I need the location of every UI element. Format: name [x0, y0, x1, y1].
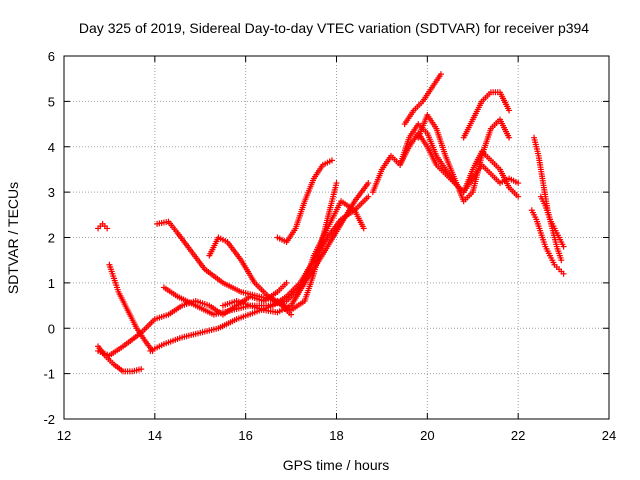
x-tick-label: 20	[420, 428, 434, 443]
data-point	[333, 180, 340, 187]
series-arc-3	[95, 343, 145, 375]
data-point	[515, 193, 522, 200]
y-tick-label: 0	[48, 321, 55, 336]
x-axis-label: GPS time / hours	[283, 457, 390, 473]
y-axis-label: SDTVAR / TECUs	[5, 182, 21, 294]
data-point	[558, 257, 565, 264]
series-arc-14	[460, 89, 513, 141]
data-point	[515, 180, 522, 187]
series-arc-10	[274, 157, 335, 246]
y-tick-label: 6	[48, 49, 55, 64]
data-point	[360, 225, 367, 232]
x-tick-label: 12	[57, 428, 71, 443]
x-tick-label: 16	[238, 428, 252, 443]
y-tick-label: 2	[48, 231, 55, 246]
data-point	[560, 270, 567, 277]
series-arc-12	[401, 71, 444, 128]
y-tick-label: 3	[48, 185, 55, 200]
series-arc-1	[95, 220, 111, 232]
data-point	[365, 180, 372, 187]
series-arc-15	[397, 130, 522, 200]
data-point	[288, 311, 295, 318]
series-arc-9	[219, 198, 367, 316]
y-tick-label: 5	[48, 94, 55, 109]
data-layer	[95, 71, 567, 375]
data-point	[506, 107, 513, 114]
y-tick-label: -2	[43, 412, 55, 427]
data-point	[506, 134, 513, 141]
x-tick-label: 22	[511, 428, 525, 443]
series-arc-18	[537, 193, 567, 250]
x-tick-label: 24	[602, 428, 616, 443]
data-point	[328, 157, 335, 164]
y-tick-label: 1	[48, 276, 55, 291]
y-tick-label: -1	[43, 367, 55, 382]
data-point	[283, 279, 290, 286]
x-tick-label: 14	[148, 428, 162, 443]
series-arc-17	[528, 207, 567, 277]
data-point	[437, 71, 444, 78]
data-point	[560, 243, 567, 250]
x-tick-label: 18	[329, 428, 343, 443]
data-point	[365, 193, 372, 200]
series-arc-8	[206, 234, 295, 318]
chart-title: Day 325 of 2019, Sidereal Day-to-day VTE…	[79, 20, 589, 36]
data-point	[138, 366, 145, 373]
data-point	[104, 225, 111, 232]
y-tick-label: 4	[48, 140, 55, 155]
